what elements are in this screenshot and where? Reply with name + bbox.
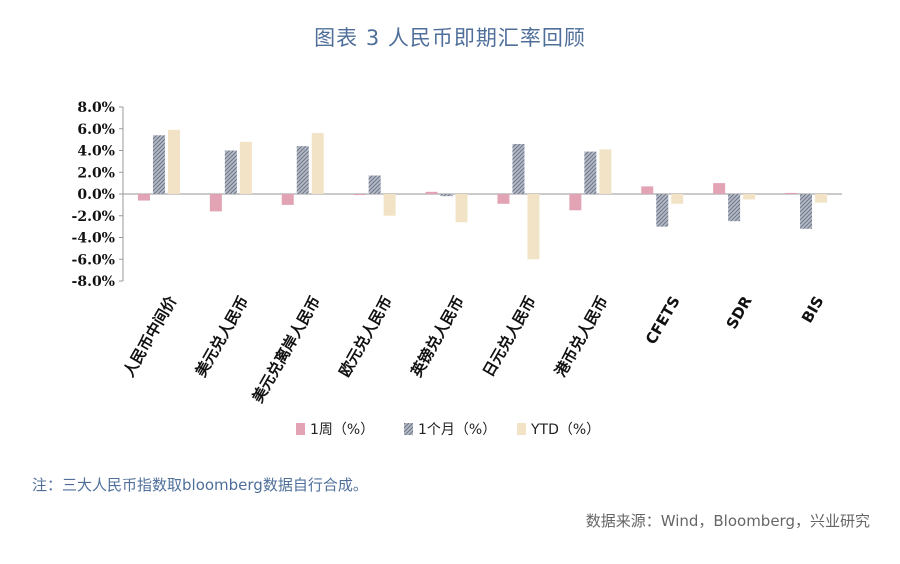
bar-3-2 [239,141,252,194]
chart-note: 注：三大人民币指数取bloomberg数据自行合成。 [32,476,368,494]
y-tick-label: -6.0% [72,252,115,268]
bar-3-5 [455,194,468,223]
y-tick-label: 4.0% [77,144,115,160]
legend: 1周（%） 1个月（%） YTD（%） [296,422,600,438]
legend-swatch [404,423,413,435]
bar-3-3 [311,133,324,194]
y-tick-label: -4.0% [72,231,115,247]
bar-2-5 [440,194,453,197]
bar-2-8 [656,194,669,227]
bar-2-1 [152,135,165,194]
category-label: 日元兑人民币 [479,293,540,380]
category-label: 人民币中间价 [120,292,181,380]
bar-chart: 8.0% 6.0% 4.0% 2.0% 0.0% -2.0% -4.0% -6.0% -8.0%… [72,100,842,438]
y-tick-label: -8.0% [72,274,115,290]
bar-3-1 [167,129,180,194]
bar-3-8 [671,194,684,204]
category-label: 英镑兑人民币 [407,293,468,380]
y-tick-label: 6.0% [77,122,115,138]
bar-2-2 [224,150,237,194]
legend-label: 1周（%） [310,422,374,438]
bar-1-10 [785,192,798,194]
legend-swatch [517,423,526,435]
legend-swatch [296,423,305,435]
bar-3-9 [743,194,756,200]
bar-1-1 [137,194,150,201]
bar-3-7 [599,149,612,194]
bar-2-9 [728,194,741,222]
category-label: 港币兑人民币 [551,293,612,380]
bar-1-2 [209,194,222,212]
y-tick-label: 8.0% [77,100,115,116]
bars [137,129,828,260]
bar-2-4 [368,175,381,194]
legend-label: 1个月（%） [418,422,496,438]
category-label: 欧元兑人民币 [336,293,397,380]
bar-1-3 [281,194,294,205]
bar-1-4 [353,194,366,196]
bar-3-4 [383,194,396,216]
bar-1-6 [497,194,510,204]
bar-1-9 [713,183,726,194]
y-tick-label: 2.0% [77,165,115,181]
category-label: SDR [723,293,756,333]
category-label: 美元兑人民币 [192,293,253,380]
category-label: BIS [798,293,828,326]
y-tick-label: -2.0% [72,209,115,225]
bar-2-10 [800,194,813,229]
category-label: 美元兑离岸人民币 [249,293,325,406]
chart-title: 图表 3 人民币即期汇率回顾 [314,26,586,50]
category-label: CFETS [642,293,684,348]
legend-label: YTD（%） [530,422,600,438]
bar-1-8 [641,186,654,194]
bar-1-5 [425,191,438,194]
bar-2-3 [296,146,309,194]
bar-3-6 [527,194,540,260]
bar-2-6 [512,143,525,194]
bar-3-10 [815,194,828,203]
data-source: 数据来源：Wind，Bloomberg，兴业研究 [585,512,870,530]
y-tick-label: 0.0% [77,187,115,203]
bar-1-7 [569,194,582,211]
bar-2-7 [584,151,597,194]
